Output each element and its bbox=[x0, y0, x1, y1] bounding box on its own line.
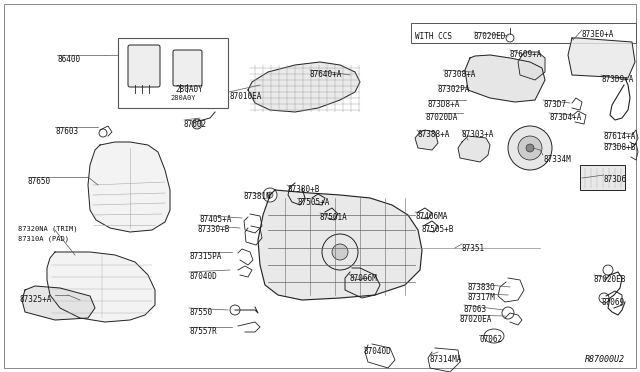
Circle shape bbox=[603, 265, 613, 275]
Polygon shape bbox=[415, 130, 438, 150]
Polygon shape bbox=[568, 38, 635, 78]
Text: 87010EA: 87010EA bbox=[229, 92, 261, 101]
Text: 87310A (PAD): 87310A (PAD) bbox=[18, 235, 69, 241]
Text: 07062: 07062 bbox=[479, 335, 502, 344]
Text: 87505+B: 87505+B bbox=[422, 225, 454, 234]
Circle shape bbox=[599, 293, 609, 303]
Text: 86400: 86400 bbox=[57, 55, 80, 64]
FancyBboxPatch shape bbox=[128, 45, 160, 87]
Text: 87557R: 87557R bbox=[189, 327, 217, 336]
Text: 280A0Y: 280A0Y bbox=[170, 95, 196, 101]
Text: 873D6: 873D6 bbox=[604, 175, 627, 184]
Text: 87325+A: 87325+A bbox=[20, 295, 52, 304]
Text: 87609+A: 87609+A bbox=[510, 50, 542, 59]
Polygon shape bbox=[248, 62, 360, 112]
Text: 873D8+A: 873D8+A bbox=[428, 100, 460, 109]
Bar bbox=[118, 38, 228, 108]
Text: 87040D: 87040D bbox=[364, 347, 392, 356]
Polygon shape bbox=[88, 142, 170, 232]
Text: 87334M: 87334M bbox=[543, 155, 571, 164]
Text: 873D4+A: 873D4+A bbox=[549, 113, 581, 122]
Polygon shape bbox=[47, 252, 155, 322]
Circle shape bbox=[502, 307, 514, 319]
Text: 87406MA: 87406MA bbox=[415, 212, 447, 221]
Text: 87066M: 87066M bbox=[349, 274, 377, 283]
Polygon shape bbox=[22, 286, 95, 320]
Text: 873D7: 873D7 bbox=[543, 100, 566, 109]
Polygon shape bbox=[465, 55, 545, 102]
Text: 87303+A: 87303+A bbox=[462, 130, 494, 139]
Text: 87317M: 87317M bbox=[468, 293, 496, 302]
Text: 87640+A: 87640+A bbox=[310, 70, 342, 79]
FancyBboxPatch shape bbox=[173, 50, 202, 86]
Text: 87405+A: 87405+A bbox=[200, 215, 232, 224]
Text: 87381N: 87381N bbox=[244, 192, 272, 201]
Bar bbox=[411, 23, 636, 43]
Text: 87314MA: 87314MA bbox=[430, 355, 462, 364]
Text: 87602: 87602 bbox=[184, 120, 207, 129]
Text: 873D8+B: 873D8+B bbox=[604, 143, 636, 152]
Text: 87315PA: 87315PA bbox=[190, 252, 222, 261]
Ellipse shape bbox=[484, 329, 504, 343]
Text: 87063: 87063 bbox=[464, 305, 487, 314]
Text: 87380+B: 87380+B bbox=[287, 185, 319, 194]
Text: 87603: 87603 bbox=[55, 127, 78, 136]
Text: 87614+A: 87614+A bbox=[604, 132, 636, 141]
Text: 87351: 87351 bbox=[462, 244, 485, 253]
Polygon shape bbox=[258, 190, 422, 300]
Text: 87020EA: 87020EA bbox=[460, 315, 492, 324]
Circle shape bbox=[518, 136, 542, 160]
Text: 87302PA: 87302PA bbox=[438, 85, 470, 94]
Text: 87020ED: 87020ED bbox=[474, 32, 506, 41]
Circle shape bbox=[267, 192, 273, 198]
Text: 87069: 87069 bbox=[601, 298, 624, 307]
Text: 87383O: 87383O bbox=[468, 283, 496, 292]
Text: 87388+A: 87388+A bbox=[417, 130, 449, 139]
Text: 87020DA: 87020DA bbox=[425, 113, 458, 122]
Circle shape bbox=[263, 188, 277, 202]
Circle shape bbox=[192, 119, 202, 129]
Text: 87330+B: 87330+B bbox=[198, 225, 230, 234]
Text: 280A0Y: 280A0Y bbox=[175, 85, 203, 94]
Circle shape bbox=[99, 129, 107, 137]
Text: R87000U2: R87000U2 bbox=[585, 355, 625, 364]
Text: WITH CCS: WITH CCS bbox=[415, 32, 452, 41]
Circle shape bbox=[332, 244, 348, 260]
Circle shape bbox=[322, 234, 358, 270]
Circle shape bbox=[506, 34, 514, 42]
Bar bbox=[580, 165, 625, 190]
Circle shape bbox=[526, 144, 534, 152]
Circle shape bbox=[230, 305, 240, 315]
Text: 87040D: 87040D bbox=[189, 272, 217, 281]
Polygon shape bbox=[518, 52, 545, 80]
Text: 87308+A: 87308+A bbox=[443, 70, 476, 79]
Text: 873D9+A: 873D9+A bbox=[601, 75, 634, 84]
Text: 87550: 87550 bbox=[189, 308, 212, 317]
Text: 87320NA (TRIM): 87320NA (TRIM) bbox=[18, 225, 77, 231]
Text: 87505+A: 87505+A bbox=[297, 198, 330, 207]
Text: 87020EB: 87020EB bbox=[594, 275, 627, 284]
Polygon shape bbox=[458, 136, 490, 162]
Text: 87650: 87650 bbox=[28, 177, 51, 186]
Circle shape bbox=[508, 126, 552, 170]
Text: 87501A: 87501A bbox=[320, 213, 348, 222]
Text: 873E0+A: 873E0+A bbox=[582, 30, 614, 39]
